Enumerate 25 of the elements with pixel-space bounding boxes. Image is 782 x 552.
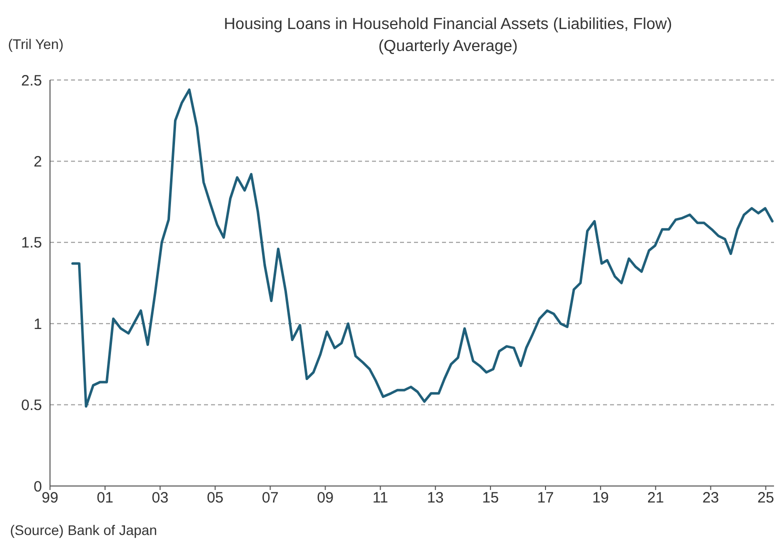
chart-title: Housing Loans in Household Financial Assets (Liabilities, Flow)	[222, 15, 674, 35]
x-tick-label: 23	[702, 490, 720, 507]
y-axis-title: (Tril Yen)	[8, 36, 64, 52]
x-tick-label: 19	[592, 490, 609, 507]
x-tick-label: 09	[316, 490, 334, 507]
x-tick-label: 11	[372, 490, 388, 507]
x-tick-label: 03	[152, 490, 168, 507]
chart-subtitle: (Quarterly Average)	[377, 37, 519, 57]
x-tick-label: 17	[537, 490, 554, 507]
x-tick-label: 21	[647, 490, 664, 507]
x-tick-label: 15	[482, 490, 499, 507]
x-tick-label: 01	[96, 490, 114, 507]
x-tick-label: 99	[42, 490, 58, 507]
x-tick-label: 13	[427, 490, 444, 507]
y-tick-label: 0	[34, 478, 42, 496]
y-tick-label: 1.5	[21, 234, 42, 252]
y-tick-label: 2	[34, 154, 42, 171]
line-series	[71, 88, 774, 408]
x-tick-label: 05	[206, 490, 224, 507]
y-tick-label: 1	[34, 316, 42, 333]
x-tick-label: 07	[262, 490, 279, 507]
y-tick-label: 0.5	[21, 397, 42, 414]
text: (Source) Bank of Japan	[10, 522, 158, 538]
y-tick-label: 2.5	[21, 72, 42, 90]
x-tick-label: 25	[757, 490, 774, 507]
